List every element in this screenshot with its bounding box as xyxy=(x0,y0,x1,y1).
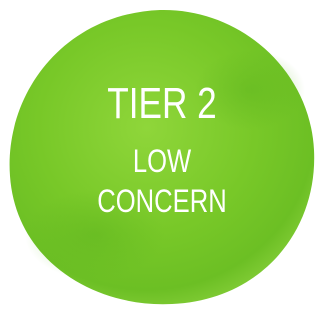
concern-line: LOW xyxy=(133,144,192,179)
page: {"badge": {"title": "TIER 2", "lines": [… xyxy=(0,0,318,310)
badge: TIER 2 LOW CONCERN xyxy=(0,0,318,310)
tier-title: TIER 2 xyxy=(107,79,217,128)
concern-line: CONCERN xyxy=(97,184,226,219)
